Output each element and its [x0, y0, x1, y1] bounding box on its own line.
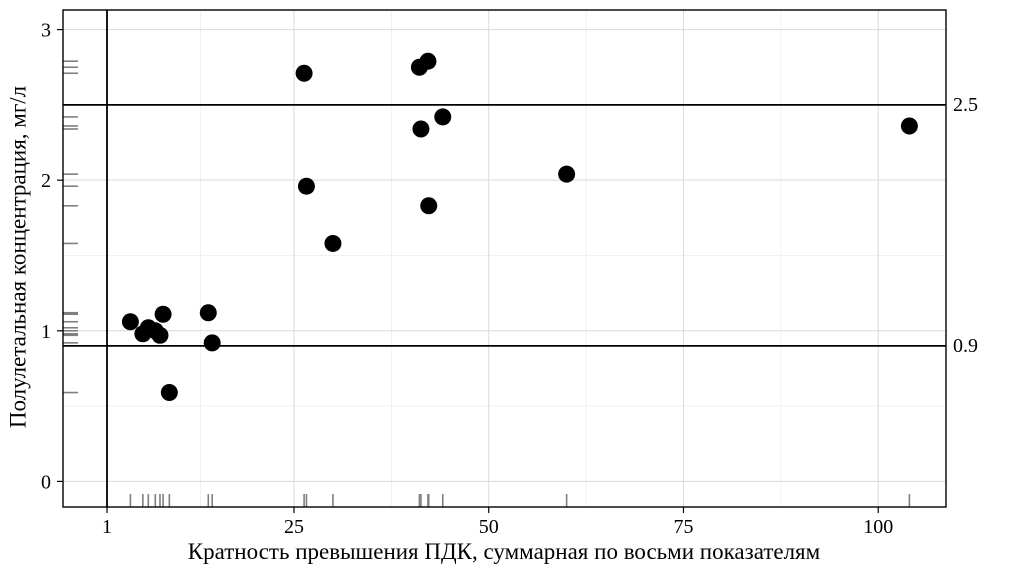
y-tick-label: 3: [41, 20, 51, 42]
reference-label-2-5: 2.5: [953, 93, 978, 116]
plot-panel-border: [62, 9, 947, 508]
plot-panel: [63, 10, 946, 507]
x-axis-title: Кратность превышения ПДК, суммарная по в…: [187, 539, 821, 564]
data-point: [199, 304, 217, 322]
y-tick-label: 0: [41, 471, 51, 493]
data-point: [154, 305, 172, 323]
x-tick-label: 100: [863, 516, 893, 538]
y-tick-label: 2: [41, 170, 51, 192]
data-point: [203, 334, 221, 352]
data-point: [324, 234, 342, 252]
data-point: [419, 52, 437, 70]
data-point: [420, 197, 438, 215]
data-point: [412, 120, 430, 138]
y-axis-title: Полулетальная концентрация, мг/л: [5, 85, 31, 429]
y-tick-label: 1: [41, 321, 51, 343]
data-point: [434, 108, 452, 126]
data-point: [558, 165, 576, 183]
data-point: [900, 117, 918, 135]
data-point: [151, 326, 169, 344]
data-point: [134, 325, 152, 343]
data-point: [297, 177, 315, 195]
data-point: [295, 64, 313, 82]
x-tick-label: 25: [284, 516, 304, 538]
x-tick-label: 1: [102, 516, 112, 538]
reference-label-0-9: 0.9: [953, 334, 978, 357]
data-point: [160, 384, 178, 402]
data-point: [121, 313, 139, 331]
x-tick-label: 75: [673, 516, 693, 538]
x-tick-label: 50: [479, 516, 499, 538]
